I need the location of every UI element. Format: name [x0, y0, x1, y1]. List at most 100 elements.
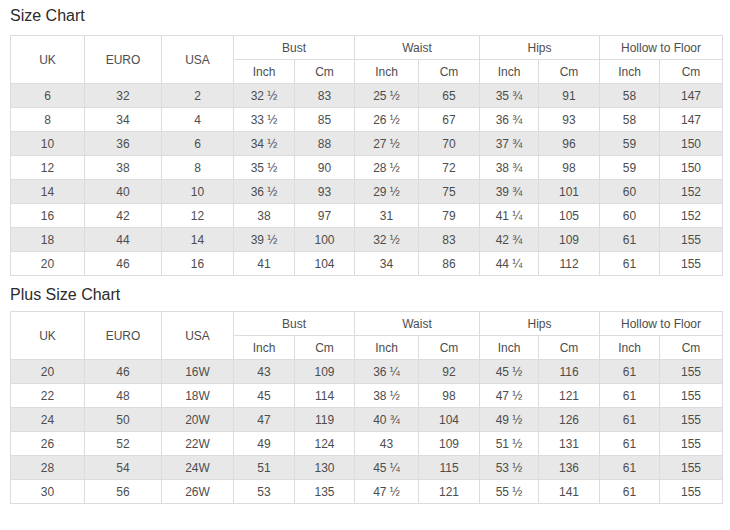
table-cell: 60 [600, 204, 660, 228]
col-group-waist: Waist [355, 36, 480, 60]
table-cell: 38 [85, 156, 162, 180]
table-cell: 38 [234, 204, 295, 228]
table-cell: 70 [419, 132, 480, 156]
col-subheader-hollow-inch: Inch [600, 336, 660, 360]
table-cell: 67 [419, 108, 480, 132]
col-subheader-waist-inch: Inch [355, 60, 419, 84]
table-cell: 42 ¾ [480, 228, 539, 252]
col-header-euro: EURO [85, 36, 162, 84]
table-cell: 49 [234, 432, 295, 456]
table-cell: 56 [85, 480, 162, 504]
table-row: 1238835 ½9028 ½7238 ¾9859150 [11, 156, 723, 180]
table-cell: 10 [162, 180, 234, 204]
table-cell: 65 [419, 84, 480, 108]
table-cell: 46 [85, 252, 162, 276]
table-cell: 109 [419, 432, 480, 456]
table-cell: 50 [85, 408, 162, 432]
table-cell: 141 [539, 480, 600, 504]
table-cell: 75 [419, 180, 480, 204]
table-row: 305626W5313547 ½12155 ½14161155 [11, 480, 723, 504]
table-cell: 155 [660, 456, 723, 480]
col-group-hips: Hips [480, 312, 600, 336]
table-cell: 16 [162, 252, 234, 276]
table-cell: 58 [600, 84, 660, 108]
col-subheader-hips-cm: Cm [539, 60, 600, 84]
table-cell: 30 [11, 480, 85, 504]
col-subheader-hips-cm: Cm [539, 336, 600, 360]
table-cell: 147 [660, 84, 723, 108]
table-cell: 20W [162, 408, 234, 432]
table-cell: 33 ½ [234, 108, 295, 132]
table-cell: 36 ½ [234, 180, 295, 204]
table-row: 632232 ½8325 ½6535 ¾9158147 [11, 84, 723, 108]
table-cell: 86 [419, 252, 480, 276]
table-cell: 28 [11, 456, 85, 480]
table-cell: 41 [234, 252, 295, 276]
table-cell: 59 [600, 156, 660, 180]
table-cell: 96 [539, 132, 600, 156]
table-cell: 42 [85, 204, 162, 228]
table-cell: 109 [539, 228, 600, 252]
col-subheader-hips-inch: Inch [480, 60, 539, 84]
table-row: 265222W491244310951 ½13161155 [11, 432, 723, 456]
table-cell: 104 [419, 408, 480, 432]
size-chart-body: 632232 ½8325 ½6535 ¾9158147834433 ½8526 … [11, 84, 723, 276]
table-cell: 53 [234, 480, 295, 504]
col-subheader-bust-inch: Inch [234, 60, 295, 84]
table-cell: 92 [419, 360, 480, 384]
table-cell: 49 ½ [480, 408, 539, 432]
col-header-euro: EURO [85, 312, 162, 360]
table-cell: 135 [295, 480, 355, 504]
table-cell: 8 [162, 156, 234, 180]
table-cell: 91 [539, 84, 600, 108]
table-cell: 47 ½ [355, 480, 419, 504]
table-cell: 72 [419, 156, 480, 180]
table-cell: 54 [85, 456, 162, 480]
table-cell: 45 ¼ [355, 456, 419, 480]
table-cell: 152 [660, 180, 723, 204]
table-cell: 6 [162, 132, 234, 156]
col-subheader-hollow-cm: Cm [660, 60, 723, 84]
table-cell: 16 [11, 204, 85, 228]
table-cell: 121 [419, 480, 480, 504]
table-cell: 60 [600, 180, 660, 204]
table-cell: 12 [162, 204, 234, 228]
table-cell: 150 [660, 132, 723, 156]
table-cell: 20 [11, 252, 85, 276]
table-cell: 61 [600, 456, 660, 480]
table-cell: 131 [539, 432, 600, 456]
table-cell: 37 ¾ [480, 132, 539, 156]
col-subheader-hollow-inch: Inch [600, 60, 660, 84]
table-row: 224818W4511438 ½9847 ½12161155 [11, 384, 723, 408]
table-cell: 38 ¾ [480, 156, 539, 180]
table-cell: 34 [355, 252, 419, 276]
table-cell: 20 [11, 360, 85, 384]
table-cell: 155 [660, 384, 723, 408]
table-cell: 147 [660, 108, 723, 132]
table-cell: 61 [600, 480, 660, 504]
col-subheader-bust-cm: Cm [295, 336, 355, 360]
table-cell: 36 ¼ [355, 360, 419, 384]
table-cell: 104 [295, 252, 355, 276]
table-cell: 98 [419, 384, 480, 408]
table-cell: 35 ½ [234, 156, 295, 180]
table-cell: 16W [162, 360, 234, 384]
table-cell: 61 [600, 408, 660, 432]
plus-size-chart-title: Plus Size Chart [10, 286, 722, 304]
col-header-usa: USA [162, 312, 234, 360]
table-cell: 126 [539, 408, 600, 432]
table-cell: 31 [355, 204, 419, 228]
table-cell: 34 [85, 108, 162, 132]
table-cell: 52 [85, 432, 162, 456]
table-cell: 10 [11, 132, 85, 156]
table-cell: 34 ½ [234, 132, 295, 156]
table-cell: 136 [539, 456, 600, 480]
table-cell: 44 [85, 228, 162, 252]
table-cell: 48 [85, 384, 162, 408]
size-chart-header: UK EURO USA Bust Waist Hips Hollow to Fl… [11, 36, 723, 84]
table-cell: 119 [295, 408, 355, 432]
table-cell: 39 ¾ [480, 180, 539, 204]
table-cell: 35 ¾ [480, 84, 539, 108]
table-row: 204616W4310936 ¼9245 ½11661155 [11, 360, 723, 384]
table-cell: 85 [295, 108, 355, 132]
